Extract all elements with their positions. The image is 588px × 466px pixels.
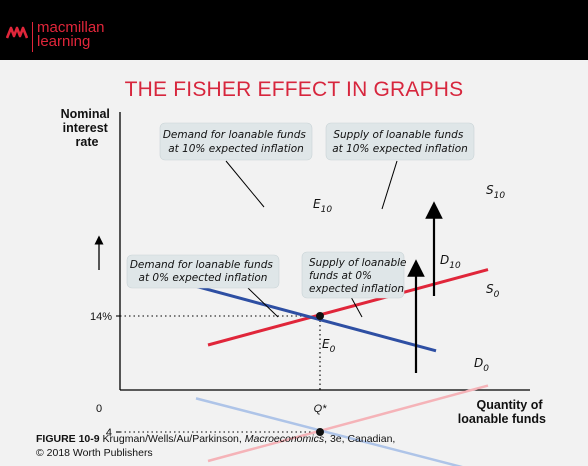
demand-0-callout-leader xyxy=(247,287,279,318)
curves xyxy=(163,268,489,466)
y-axis-title-line: rate xyxy=(76,135,99,149)
y-axis-title: Nominal interest rate xyxy=(61,107,114,149)
y-tick-label: 14% xyxy=(90,311,112,323)
caption-edition: , 3e, Canadian, xyxy=(324,433,396,445)
equilibrium-point-e10 xyxy=(316,312,324,320)
x-axis-title-line: loanable funds xyxy=(458,412,546,426)
brand-line-1: macmillan xyxy=(37,19,105,36)
demand-10-callout: Demand for loanable funds at 10% expecte… xyxy=(159,122,313,161)
callout-line: expected inflation xyxy=(309,283,404,295)
svg-text:Demand for loanable funds: Demand for loanable funds at 10% expecte… xyxy=(163,129,309,155)
callout-line: Supply of loanable funds xyxy=(333,129,463,141)
callout-line: at 0% expected inflation xyxy=(139,272,268,284)
y-axis-title-line: Nominal xyxy=(61,107,110,121)
callout-line: Supply of loanable xyxy=(309,257,406,269)
figure-caption: FIGURE 10-9 Krugman/Wells/Au/Parkinson, … xyxy=(36,432,556,460)
supply-0-callout: Supply of loanable funds at 0% expected … xyxy=(301,251,410,299)
curve-labels: S10 D10 S0 D0 xyxy=(440,183,505,374)
slide: THE FISHER EFFECT IN GRAPHS Nominal inte… xyxy=(0,60,588,466)
callout-line: funds at 0% xyxy=(309,270,372,282)
fisher-effect-chart: Nominal interest rate Quantity of loanab… xyxy=(61,107,546,466)
caption-figure-label: FIGURE 10-9 xyxy=(36,433,100,445)
supply-10-callout-leader xyxy=(381,160,398,210)
brand-line-2: learning xyxy=(37,33,91,50)
curve-d10 xyxy=(163,276,437,353)
guide-lines xyxy=(120,315,321,433)
curve-label-d0: D0 xyxy=(474,356,489,374)
equilibrium-point-e0 xyxy=(316,428,324,436)
callout-line: Demand for loanable funds xyxy=(130,259,274,271)
caption-authors: Krugman/Wells/Au/Parkinson, xyxy=(99,433,245,445)
curve-label-d10: D10 xyxy=(440,253,461,271)
callout-line: at 10% expected inflation xyxy=(168,143,304,155)
curve-label-s10: S10 xyxy=(486,183,505,201)
caption-book-title: Macroeconomics xyxy=(244,433,325,445)
x-tick-label: 0 xyxy=(96,403,102,415)
logo-divider xyxy=(32,22,33,52)
supply-0-callout-leader xyxy=(350,296,363,318)
x-axis-title-line: Quantity of xyxy=(477,398,544,412)
curve-label-s0: S0 xyxy=(486,282,500,300)
equilibrium-label-e0: E0 xyxy=(322,337,336,355)
curve-s10 xyxy=(207,268,489,347)
curve-s0 xyxy=(207,384,489,463)
macmillan-logo-icon xyxy=(6,26,28,39)
caption-copyright: © 2018 Worth Publishers xyxy=(36,447,153,459)
y-axis-title-line: interest xyxy=(63,121,109,135)
header-bar: macmillan learning xyxy=(0,0,588,60)
demand-0-callout: Demand for loanable funds at 0% expected… xyxy=(126,254,280,289)
x-tick-label: Q* xyxy=(314,403,328,415)
equilibrium-label-e10: E10 xyxy=(313,197,332,215)
callout-line: Demand for loanable funds xyxy=(163,129,307,141)
svg-text:Supply of loanable funds: Supply of loanable funds at 10% expected… xyxy=(332,129,468,155)
svg-text:Supply of loanable fun: Supply of loanable funds at 0% expected … xyxy=(309,257,410,295)
svg-text:Demand for loanable funds: Demand for loanable funds at 0% expected… xyxy=(130,259,276,284)
callout-line: at 10% expected inflation xyxy=(332,143,468,155)
equilibrium-points: E10 E0 xyxy=(313,197,336,436)
curve-d0 xyxy=(195,397,463,466)
ticks: 4 14% 0 Q* xyxy=(90,311,327,439)
slide-title: THE FISHER EFFECT IN GRAPHS xyxy=(124,78,464,101)
y-tick-label: 4 xyxy=(106,427,112,439)
supply-10-callout: Supply of loanable funds at 10% expected… xyxy=(325,122,475,161)
demand-10-callout-leader xyxy=(225,160,265,208)
x-axis-title: Quantity of loanable funds xyxy=(458,398,546,426)
brand-name: macmillan learning xyxy=(37,19,105,50)
